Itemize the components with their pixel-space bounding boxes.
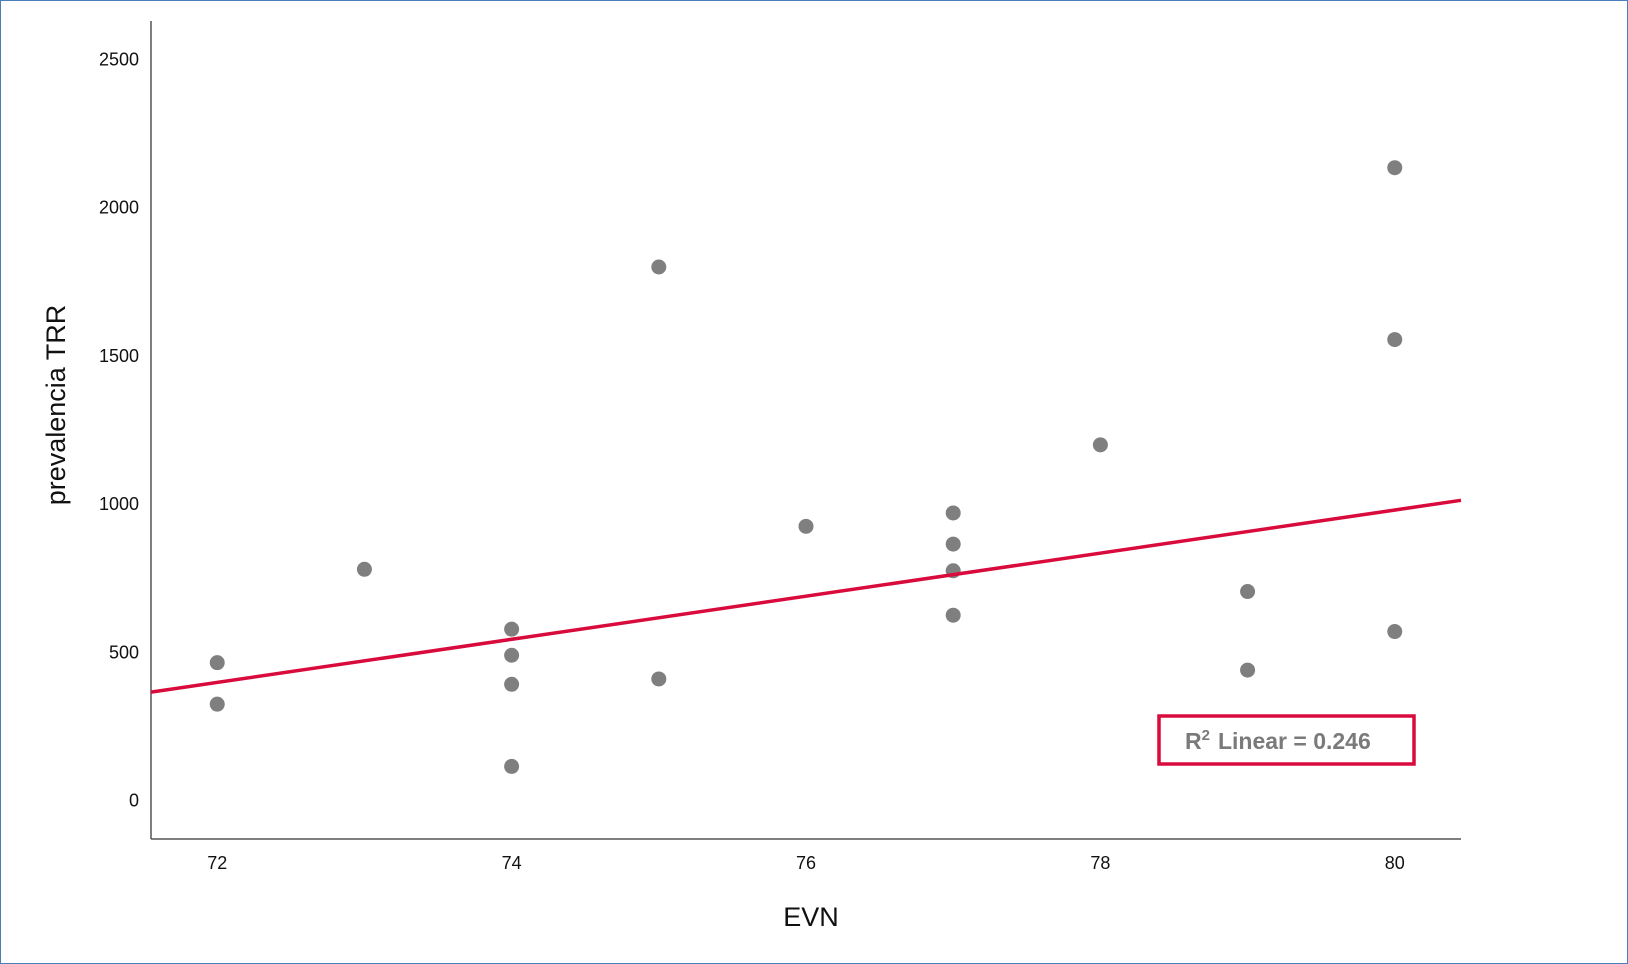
data-point bbox=[798, 518, 814, 534]
r2-annotation: R2 Linear = 0.246 bbox=[1157, 714, 1416, 766]
x-tick-label: 72 bbox=[207, 853, 227, 873]
data-point bbox=[1387, 160, 1403, 176]
data-point bbox=[1240, 662, 1256, 678]
data-point bbox=[209, 655, 225, 671]
data-point bbox=[356, 561, 372, 577]
y-tick-label: 0 bbox=[129, 790, 139, 810]
data-point bbox=[1240, 584, 1256, 600]
x-tick-label: 76 bbox=[796, 853, 816, 873]
data-points bbox=[209, 160, 1403, 774]
data-point bbox=[504, 621, 520, 637]
y-tick-label: 1000 bbox=[99, 494, 139, 514]
r2-symbol: R bbox=[1185, 728, 1202, 754]
y-tick-label: 1500 bbox=[99, 346, 139, 366]
data-point bbox=[504, 676, 520, 692]
data-point bbox=[209, 696, 225, 712]
x-tick-label: 74 bbox=[502, 853, 522, 873]
x-tick-label: 78 bbox=[1090, 853, 1110, 873]
y-tick-label: 2500 bbox=[99, 50, 139, 70]
x-tick-labels: 72 74 76 78 80 bbox=[207, 853, 1405, 873]
data-point bbox=[945, 536, 961, 552]
r2-value: Linear = 0.246 bbox=[1218, 728, 1371, 754]
r2-exponent: 2 bbox=[1202, 727, 1210, 744]
axes bbox=[150, 21, 1461, 840]
y-axis-title: prevalencia TRR bbox=[41, 305, 71, 506]
y-tick-label: 500 bbox=[109, 642, 139, 662]
data-point bbox=[1387, 332, 1403, 348]
x-axis-title: EVN bbox=[783, 902, 839, 932]
r2-annotation-text: R2 Linear = 0.246 bbox=[1185, 727, 1371, 754]
r2-annotation-box bbox=[1157, 714, 1416, 766]
data-point bbox=[945, 607, 961, 623]
data-point bbox=[1092, 437, 1108, 453]
linear-fit-line bbox=[150, 498, 1462, 694]
y-tick-label: 2000 bbox=[99, 198, 139, 218]
data-point bbox=[1387, 624, 1403, 640]
x-tick-label: 80 bbox=[1385, 853, 1405, 873]
data-point bbox=[651, 259, 667, 275]
data-point bbox=[504, 647, 520, 663]
data-point bbox=[504, 758, 520, 774]
data-point bbox=[945, 505, 961, 521]
y-tick-labels: 0 500 1000 1500 2000 2500 bbox=[99, 50, 139, 811]
data-point bbox=[651, 671, 667, 687]
